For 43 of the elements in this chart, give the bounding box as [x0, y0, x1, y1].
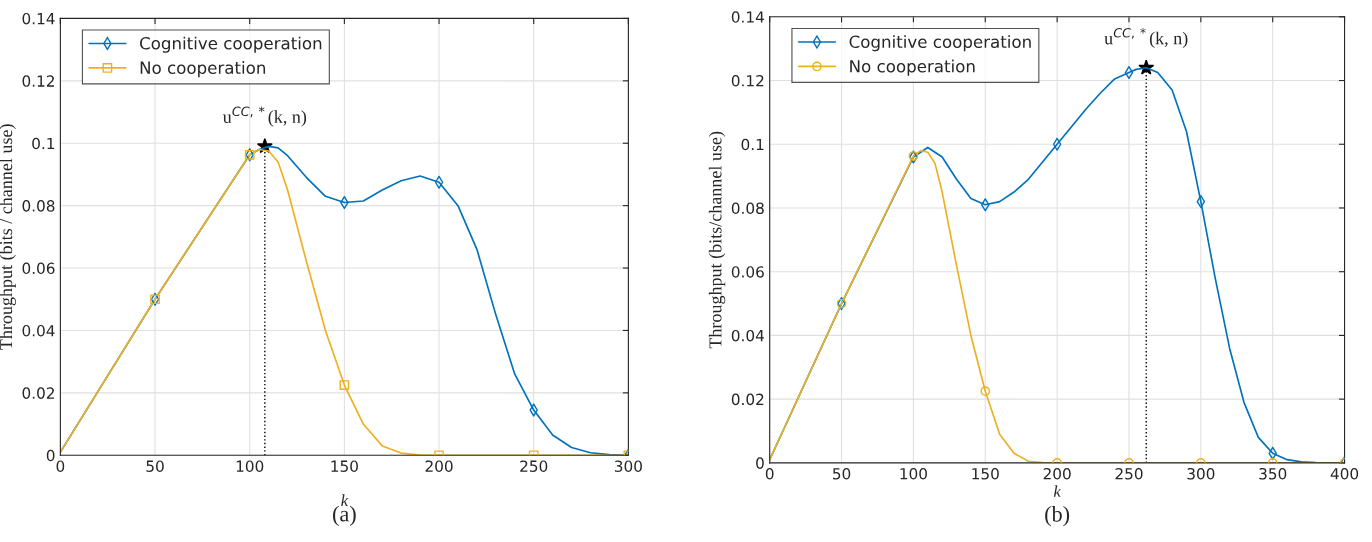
y-axis-title: Throughput (bits / channel use)	[0, 124, 16, 350]
x-axis-title: k	[1053, 485, 1062, 497]
x-tick-label: 100	[236, 460, 264, 472]
x-tick-label: 300	[1187, 468, 1215, 480]
y-tick-label: 0.12	[731, 74, 764, 87]
x-tick-label: 100	[900, 468, 927, 480]
annotation: u$^{CC,*}$(k, n)	[222, 106, 307, 127]
y-tick-label: 0	[46, 449, 55, 462]
annotation: u$^{CC,*}$(k, n)	[1104, 27, 1188, 49]
x-tick-label: 400	[1330, 468, 1359, 480]
x-tick-label: 350	[1259, 468, 1287, 480]
x-tick-label: 50	[146, 460, 164, 472]
legend-label: Cognitive cooperation	[849, 35, 1031, 52]
legend-label: Cognitive cooperation	[140, 36, 322, 53]
x-tick-label: 250	[520, 460, 548, 472]
legend-label: No cooperation	[140, 61, 265, 78]
x-tick-label: 150	[972, 468, 999, 480]
y-tick-label: 0.04	[22, 324, 55, 337]
x-tick-label: 300	[614, 460, 642, 472]
y-tick-label: 0.14	[731, 11, 764, 23]
y-tick-label: 0.1	[32, 137, 55, 150]
y-tick-label: 0.04	[731, 329, 764, 342]
y-tick-label: 0.02	[22, 387, 54, 399]
y-tick-label: 0.1	[741, 138, 764, 151]
x-tick-label: 0	[765, 468, 774, 480]
y-tick-label: 0.12	[22, 75, 54, 87]
y-tick-label: 0.08	[731, 202, 764, 214]
legend-label: No cooperation	[850, 59, 975, 76]
x-tick-label: 50	[833, 468, 851, 480]
x-tick-label: 250	[1115, 468, 1143, 480]
x-tick-label: 200	[1043, 468, 1071, 480]
text: (b)	[1045, 506, 1070, 527]
y-tick-label: 0.06	[731, 266, 764, 278]
x-axis-title: k	[341, 494, 349, 506]
x-tick-label: 200	[425, 460, 453, 472]
y-tick-label: 0.14	[22, 12, 55, 25]
y-tick-label: 0.02	[731, 393, 764, 406]
y-axis-title: Throughput (bits/channel use)	[708, 131, 726, 349]
x-tick-label: 0	[56, 460, 65, 472]
y-tick-label: 0.08	[22, 200, 55, 212]
y-tick-label: 0.06	[22, 262, 55, 275]
x-tick-label: 150	[331, 460, 358, 472]
text: (a)	[333, 505, 356, 526]
